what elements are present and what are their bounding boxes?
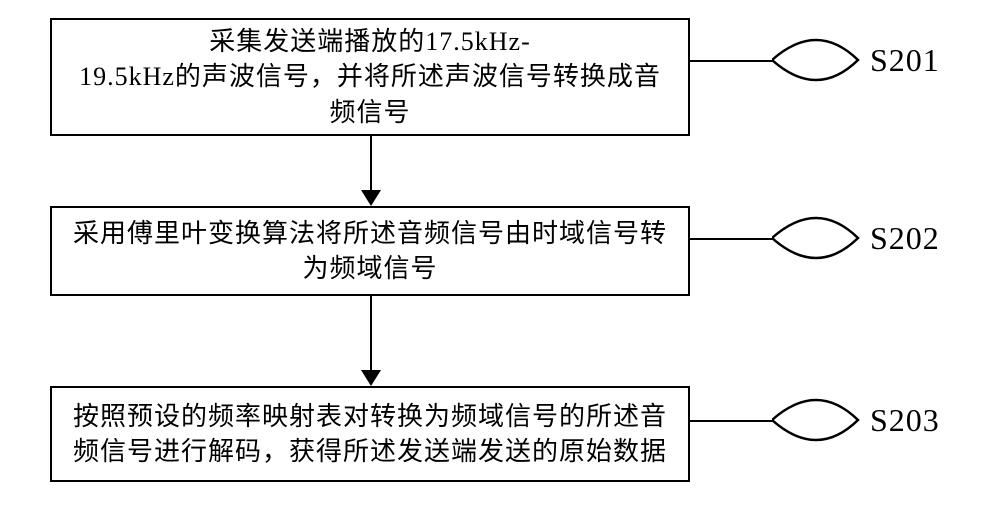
- step-label-s202: S202: [870, 220, 940, 257]
- connector-curve-s203: [772, 380, 862, 460]
- step-text-s201: 采集发送端播放的17.5kHz-19.5kHz的声波信号，并将所述声波信号转换成…: [79, 24, 661, 129]
- step-box-s202: 采用傅里叶变换算法将所述音频信号由时域信号转为频域信号: [50, 206, 690, 296]
- step-box-s203: 按照预设的频率映射表对转换为频域信号的所述音频信号进行解码，获得所述发送端发送的…: [50, 386, 690, 482]
- connector-curve-s202: [772, 198, 862, 278]
- arrow-head-1: [361, 190, 381, 206]
- arrow-head-2: [361, 370, 381, 386]
- connector-curve-s201: [772, 20, 862, 100]
- step-text-s203: 按照预设的频率映射表对转换为频域信号的所述音频信号进行解码，获得所述发送端发送的…: [73, 399, 667, 469]
- connector-line-s203: [690, 420, 772, 422]
- arrow-line-2: [370, 296, 372, 370]
- connector-line-s201: [690, 60, 772, 62]
- step-label-s201: S201: [870, 42, 940, 79]
- connector-line-s202: [690, 238, 772, 240]
- flowchart-canvas: 采集发送端播放的17.5kHz-19.5kHz的声波信号，并将所述声波信号转换成…: [0, 0, 1000, 527]
- arrow-line-1: [370, 136, 372, 190]
- step-text-s202: 采用傅里叶变换算法将所述音频信号由时域信号转为频域信号: [73, 216, 667, 286]
- step-label-s203: S203: [870, 402, 940, 439]
- step-box-s201: 采集发送端播放的17.5kHz-19.5kHz的声波信号，并将所述声波信号转换成…: [50, 18, 690, 136]
